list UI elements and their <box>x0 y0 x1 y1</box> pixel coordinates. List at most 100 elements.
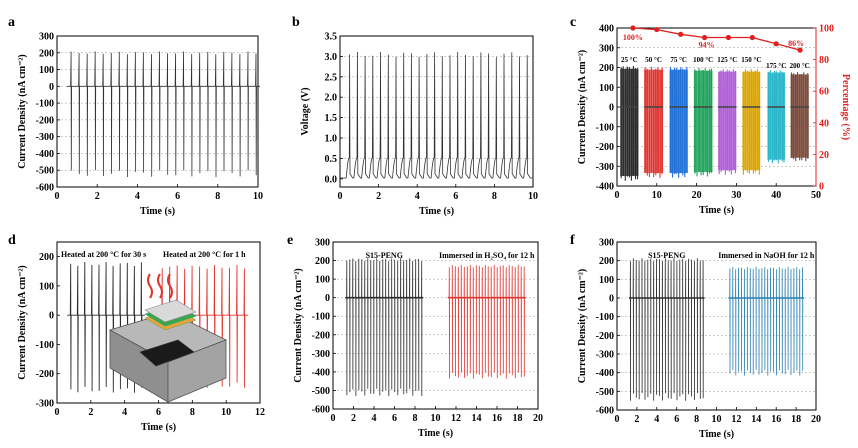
y-tick-label: 0.0 <box>325 174 338 185</box>
percentage-point <box>797 47 803 53</box>
annotation: Heated at 200 °C for 1 h <box>163 250 246 259</box>
x-tick-label: 20 <box>533 413 543 424</box>
plate-front <box>167 339 227 403</box>
panel-letter: e <box>287 233 293 248</box>
y-tick-label: 0 <box>49 311 54 322</box>
panel-e: e -600 -500 -400 -300 -200 -100 0 100 200 300 0 2 4 6 8… <box>287 233 543 439</box>
x-tick-label: 0 <box>55 191 60 202</box>
plate-display <box>139 339 195 367</box>
hotplate-illustration <box>108 273 227 403</box>
x-tick-label: 40 <box>771 190 781 201</box>
y-tick-label: 2.0 <box>325 93 338 104</box>
y-tick-label: -400 <box>312 367 330 378</box>
x-tick-label: 20 <box>692 190 702 201</box>
series-group: 75 °C <box>669 56 688 178</box>
y-tick-label: -100 <box>596 122 614 133</box>
x-tick-label: 12 <box>731 414 741 425</box>
x-tick-label: 6 <box>674 414 679 425</box>
x-tick-label: 14 <box>472 413 482 424</box>
series-group: 50 °C <box>644 56 664 178</box>
y-tick-label: 1.5 <box>325 113 338 124</box>
series-label: 75 °C <box>670 56 687 64</box>
y-tick-label: 200 <box>39 48 54 59</box>
percentage-point <box>630 25 636 31</box>
y-tick-label: 100 <box>39 281 54 292</box>
y-tick-label: 200 <box>599 63 614 74</box>
percentage-point <box>773 41 779 47</box>
x-tick-label: 2 <box>634 414 639 425</box>
x-tick-label: 4 <box>135 191 140 202</box>
y-axis-title: Current Density (nA cm⁻²) <box>577 50 588 164</box>
y-tick-label: 300 <box>315 238 330 249</box>
x-tick-label: 2 <box>351 413 356 424</box>
x-tick-label: 12 <box>255 407 265 418</box>
sample-layer <box>144 299 197 323</box>
right-tick-label: 60 <box>819 87 829 98</box>
x-tick-label: 0 <box>55 407 60 418</box>
y-tick-label: -500 <box>596 387 614 398</box>
y-tick-label: -300 <box>36 132 54 143</box>
x-tick-label: 2 <box>95 191 100 202</box>
series-label: 175 °C <box>766 62 786 70</box>
plot-frame <box>339 35 534 188</box>
y-axis-title: Current Density (nA cm⁻²) <box>577 269 588 383</box>
y-tick-label: 0.5 <box>325 154 338 165</box>
x-tick-label: 10 <box>221 407 231 418</box>
percentage-annotation: 94% <box>699 40 715 49</box>
x-tick-label: 6 <box>453 191 458 202</box>
series-line <box>67 51 260 178</box>
percentage-point <box>678 31 684 37</box>
percentage-annotation: 86% <box>788 39 804 48</box>
y-tick-label: -100 <box>36 99 54 110</box>
series-line <box>447 264 526 379</box>
right-tick-label: 80 <box>819 55 829 66</box>
panel-letter: f <box>570 233 575 248</box>
panel-letter: d <box>8 233 16 248</box>
x-tick-label: 4 <box>372 413 377 424</box>
x-tick-label: 16 <box>492 413 502 424</box>
y-axis-title: Current Density (nA cm⁻²) <box>293 268 304 382</box>
x-tick-label: 4 <box>415 191 420 202</box>
x-tick-label: 30 <box>731 190 741 201</box>
y-tick-label: 100 <box>599 83 614 94</box>
x-tick-label: 4 <box>122 407 127 418</box>
y-tick-label: -200 <box>36 115 54 126</box>
heat-wave <box>167 273 173 299</box>
series-label: 150 °C <box>741 56 761 64</box>
x-tick-label: 6 <box>175 191 180 202</box>
y-tick-label: 2.5 <box>325 72 338 83</box>
y-tick-label: -500 <box>312 386 330 397</box>
x-tick-label: 0 <box>615 414 620 425</box>
x-tick-label: 12 <box>451 413 461 424</box>
y-tick-label: -400 <box>596 182 614 193</box>
x-tick-label: 6 <box>156 407 161 418</box>
x-tick-label: 14 <box>751 414 761 425</box>
y-tick-label: -300 <box>36 399 54 410</box>
right-axis-title: Percentage (%) <box>840 74 851 140</box>
series-label: 25 °C <box>621 56 638 64</box>
x-tick-label: 10 <box>528 191 538 202</box>
x-tick-label: 10 <box>431 413 441 424</box>
series-line <box>345 258 424 397</box>
series-label: 100 °C <box>693 56 713 64</box>
x-tick-label: 8 <box>190 407 195 418</box>
y-tick-label: -600 <box>36 183 54 194</box>
series-label: 50 °C <box>645 56 662 64</box>
y-tick-label: 1.0 <box>325 134 338 145</box>
series-line <box>628 258 705 401</box>
y-tick-label: 300 <box>39 32 54 43</box>
heat-wave <box>147 273 153 299</box>
series-group: 25 °C <box>620 56 639 181</box>
x-tick-label: 0 <box>331 413 336 424</box>
y-tick-label: 400 <box>599 24 614 35</box>
x-tick-label: 2 <box>88 407 93 418</box>
y-tick-label: 3.0 <box>325 52 338 63</box>
percentage-line <box>632 27 801 51</box>
y-tick-label: 100 <box>315 275 330 286</box>
x-tick-label: 16 <box>771 414 781 425</box>
y-axis-title: Current Density (nA cm⁻²) <box>17 54 28 168</box>
x-tick-label: 8 <box>694 414 699 425</box>
y-tick-label: -200 <box>312 330 330 341</box>
